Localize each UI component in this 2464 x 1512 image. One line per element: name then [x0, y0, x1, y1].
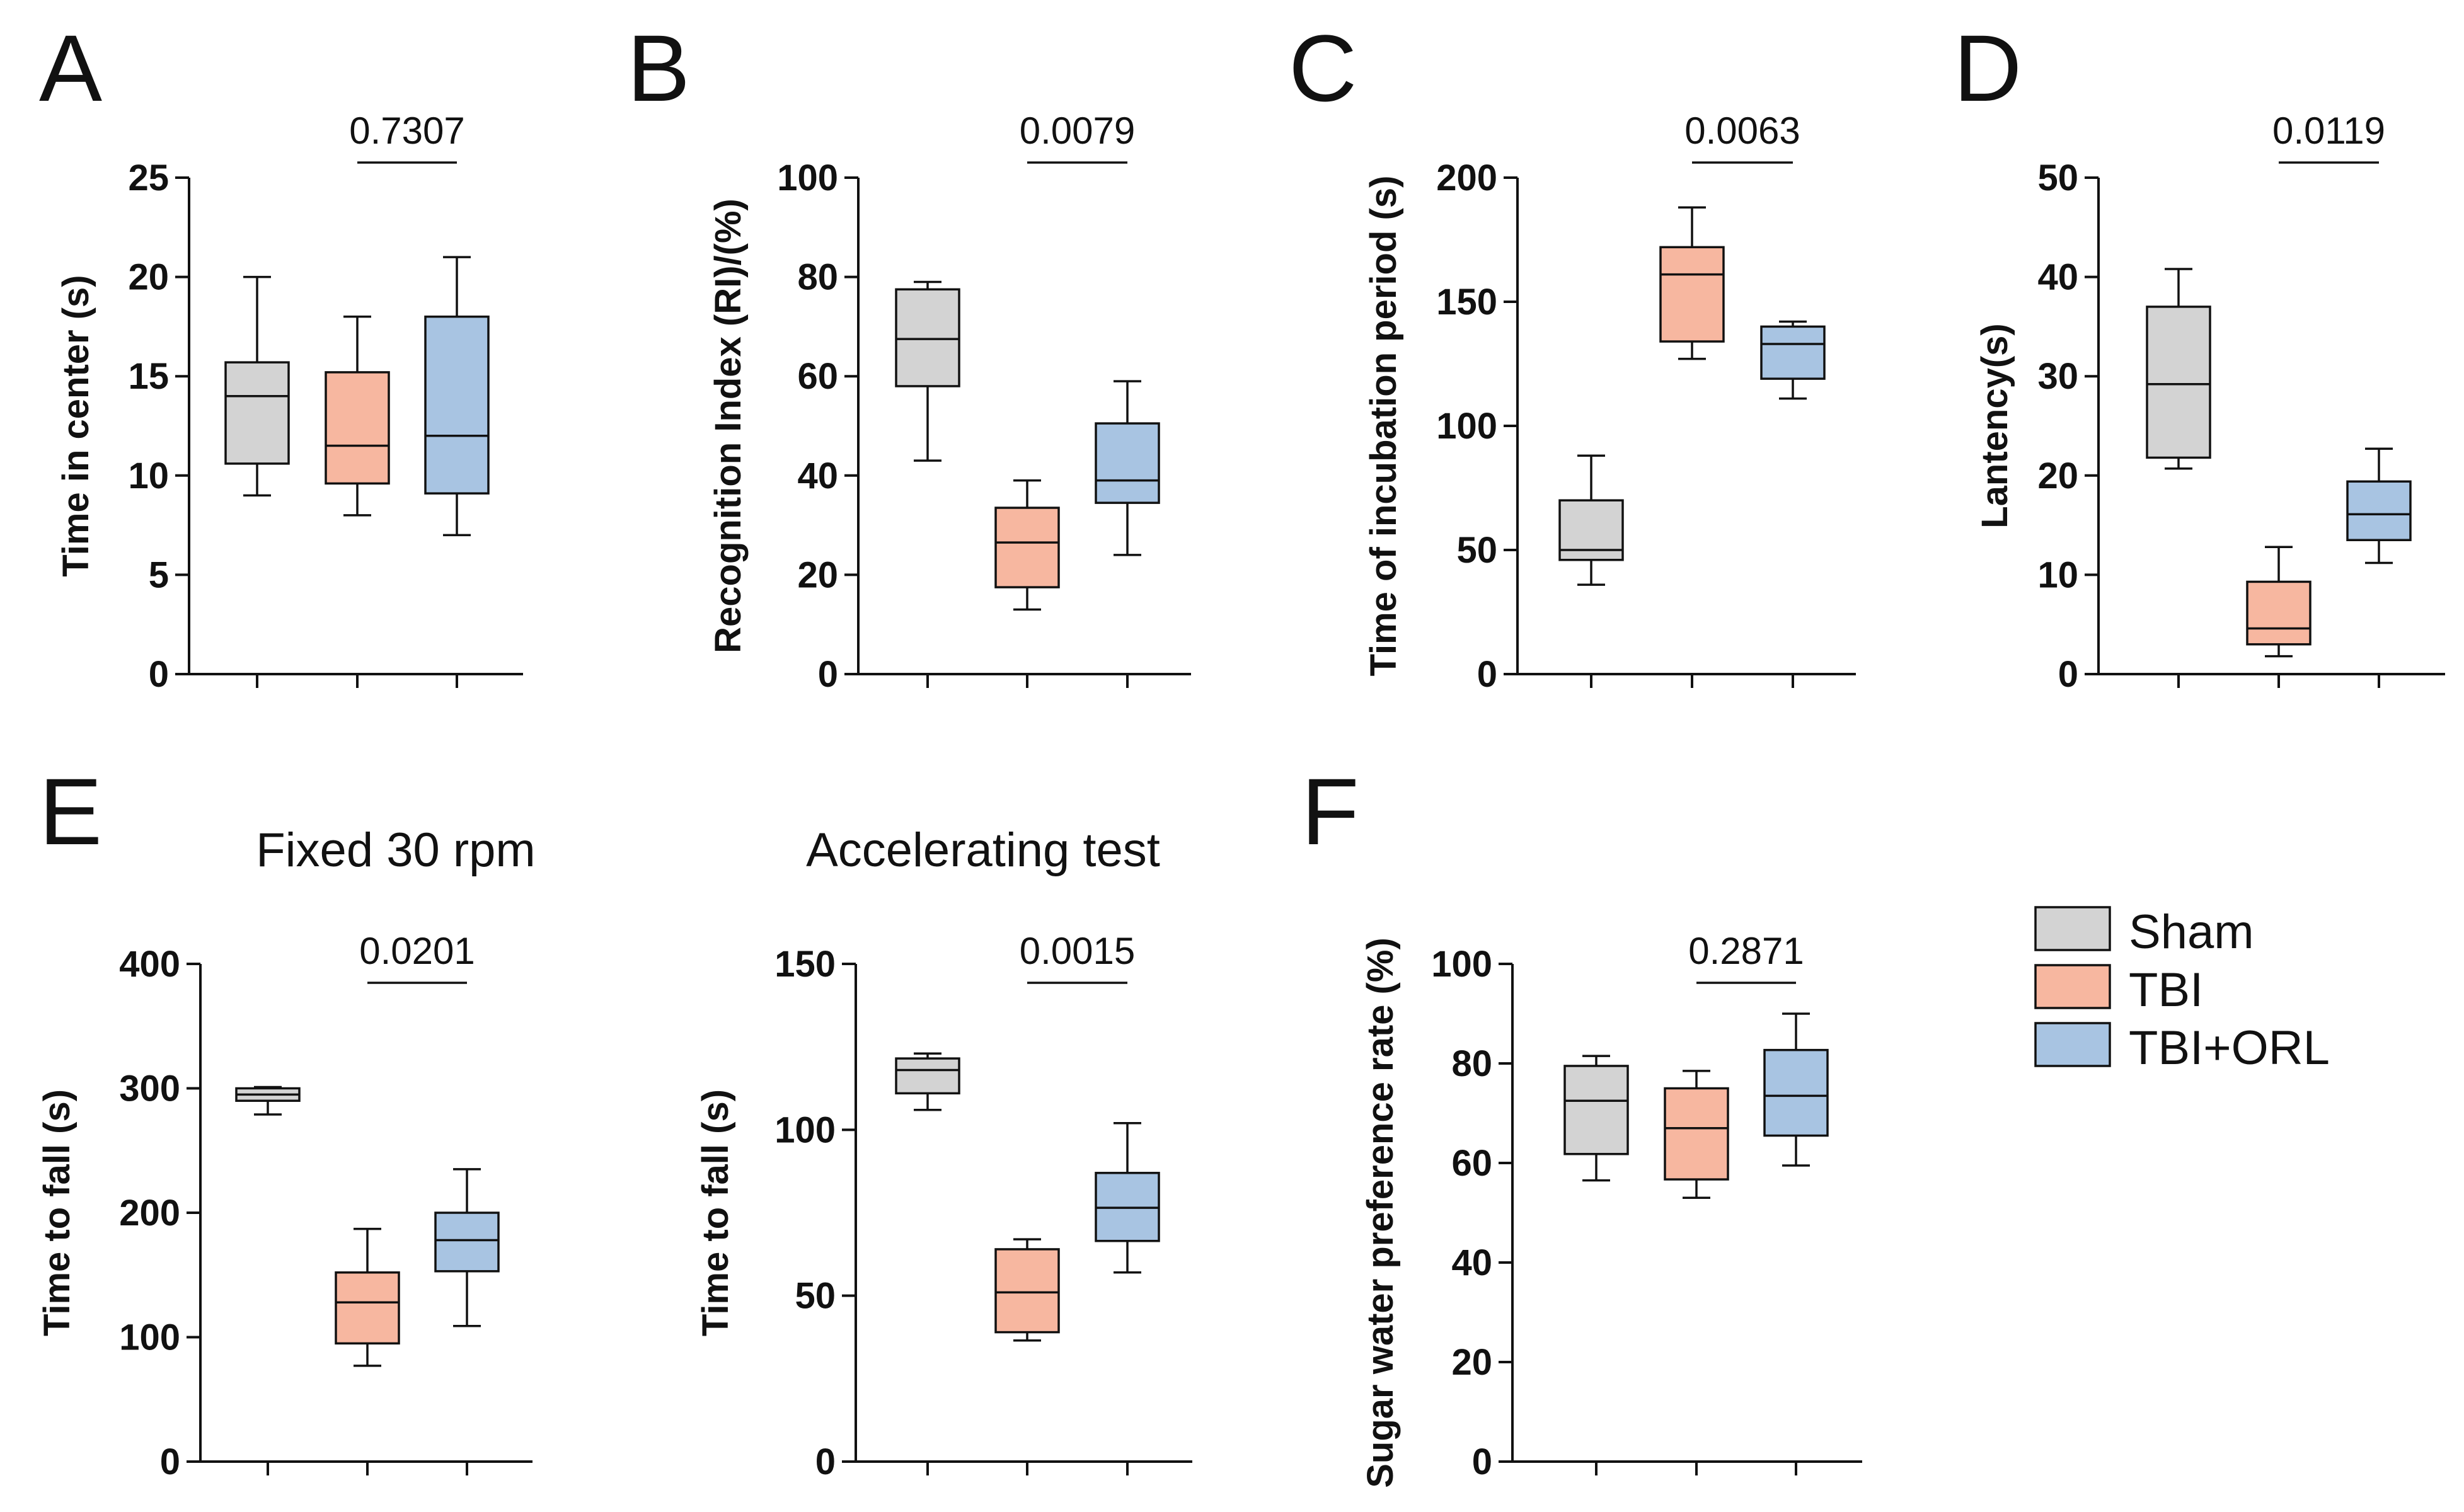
- box-e2-tbi: [994, 1248, 1060, 1334]
- box-d-tbi: [2246, 580, 2311, 646]
- box-c-tbi: [1659, 246, 1725, 343]
- box-d-tbi-orl: [2346, 480, 2412, 541]
- y-tick-label-e1: 0: [160, 1441, 180, 1482]
- y-tick-label-c: 100: [1436, 406, 1497, 447]
- panel-letter-d: D: [1954, 15, 2022, 121]
- y-tick-label-c: 200: [1436, 158, 1497, 198]
- panel-d-latency: 0 10 20 30 40 50 Lantency(s) 0.0119: [1974, 110, 2445, 695]
- y-tick-label-d: 30: [2037, 356, 2078, 397]
- y-tick-label-e2: 100: [774, 1109, 836, 1150]
- y-tick-label-a: 25: [128, 158, 169, 198]
- y-tick-label-a: 5: [149, 554, 169, 595]
- y-tick-label-b: 60: [797, 356, 838, 397]
- y-tick-label-e2: 50: [795, 1276, 836, 1317]
- panel-letter-f: F: [1301, 759, 1359, 864]
- y-tick-label-b: 40: [797, 455, 838, 496]
- legend-swatch-sham: [2034, 906, 2111, 951]
- panel-title-fixed: Fixed 30 rpm: [256, 823, 536, 877]
- y-tick-label-f: 20: [1451, 1342, 1492, 1383]
- y-tick-label-d: 20: [2037, 455, 2078, 496]
- y-tick-label-a: 15: [128, 356, 169, 397]
- p-value-d: 0.0119: [2272, 110, 2385, 152]
- y-tick-label-b: 20: [797, 554, 838, 595]
- box-b-sham: [895, 288, 960, 387]
- y-tick-label-b: 80: [797, 257, 838, 298]
- box-e1-tbi-orl: [434, 1211, 500, 1273]
- box-c-tbi-orl: [1760, 325, 1826, 380]
- p-value-c: 0.0063: [1684, 110, 1800, 152]
- p-value-a: 0.7307: [349, 110, 465, 152]
- panel-e-accelerating: 0 50 100 150 Time to fall (s) 0.0015: [695, 930, 1192, 1482]
- panel-e-fixed-rpm: 0 100 200 300 400 Time to fall (s) 0.0201: [37, 930, 533, 1482]
- y-tick-label-f: 80: [1451, 1043, 1492, 1084]
- panel-letter-a: A: [39, 15, 102, 121]
- legend-label-sham: Sham: [2129, 905, 2254, 959]
- box-e1-tbi: [335, 1271, 400, 1345]
- box-b-tbi-orl: [1095, 422, 1160, 504]
- y-tick-label-c: 150: [1436, 282, 1497, 323]
- box-b-tbi: [994, 507, 1060, 588]
- panel-f-sugar-water: 0 20 40 60 80 100 Sugar water preference rate …: [1360, 930, 1862, 1488]
- y-tick-label-f: 60: [1451, 1143, 1492, 1184]
- y-tick-label-e1: 100: [119, 1317, 180, 1358]
- legend-swatch-tbi: [2034, 964, 2111, 1009]
- p-value-e2: 0.0015: [1020, 930, 1136, 972]
- y-tick-label-d: 40: [2037, 257, 2078, 298]
- y-axis-label-e2: Time to fall (s): [695, 1089, 736, 1336]
- box-f-sham: [1563, 1065, 1629, 1155]
- y-tick-label-a: 10: [128, 455, 169, 496]
- panel-letter-b: B: [627, 15, 690, 121]
- p-value-e1: 0.0201: [359, 930, 475, 972]
- legend-label-tbi-orl: TBI+ORL: [2129, 1021, 2330, 1075]
- y-tick-label-c: 0: [1477, 654, 1497, 695]
- y-axis-label-a: Time in center (s): [55, 275, 96, 576]
- panel-a-time-in-center: 0 5 10 15 20 25 Time in center (s) 0.7307: [55, 110, 523, 695]
- box-a-tbi-orl: [424, 315, 490, 495]
- y-tick-label-c: 50: [1456, 530, 1497, 571]
- y-tick-label-d: 10: [2037, 554, 2078, 595]
- y-axis-label-d: Lantency(s): [1974, 323, 2015, 529]
- panel-letter-e: E: [39, 759, 102, 864]
- y-tick-label-e1: 200: [119, 1193, 180, 1234]
- y-tick-label-e1: 400: [119, 944, 180, 985]
- p-value-f: 0.2871: [1688, 930, 1804, 972]
- p-value-b: 0.0079: [1020, 110, 1136, 152]
- box-f-tbi: [1664, 1087, 1729, 1181]
- y-tick-label-d: 0: [2058, 654, 2078, 695]
- legend-swatch-tbi-orl: [2034, 1022, 2111, 1067]
- y-tick-label-a: 0: [149, 654, 169, 695]
- box-a-sham: [224, 361, 290, 465]
- y-tick-label-b: 0: [818, 654, 838, 695]
- panel-b-recognition-index: 0 20 40 60 80 100 Recognition Index (RI)/(%) 0.…: [708, 110, 1191, 695]
- y-axis-label-b: Recognition Index (RI)/(%): [708, 198, 749, 653]
- panel-c-incubation-period: 0 50 100 150 200 Time of incubation period (s…: [1363, 110, 1856, 695]
- y-tick-label-b: 100: [777, 158, 838, 198]
- y-axis-label-e1: Time to fall (s): [37, 1089, 78, 1336]
- y-axis-label-f: Sugar water preference rate (%): [1360, 937, 1401, 1488]
- y-tick-label-d: 50: [2037, 158, 2078, 198]
- panel-letter-c: C: [1289, 15, 1357, 121]
- y-tick-label-f: 40: [1451, 1242, 1492, 1283]
- legend-label-tbi: TBI: [2129, 963, 2203, 1017]
- y-tick-label-e2: 150: [774, 944, 836, 985]
- y-tick-label-a: 20: [128, 257, 169, 298]
- box-f-tbi-orl: [1763, 1048, 1829, 1137]
- box-a-tbi: [325, 371, 390, 485]
- box-e2-sham: [895, 1057, 960, 1095]
- panel-title-accelerating: Accelerating test: [806, 823, 1160, 877]
- box-d-sham: [2146, 306, 2211, 459]
- y-axis-label-c: Time of incubation period (s): [1363, 176, 1404, 677]
- y-tick-label-e2: 0: [815, 1441, 836, 1482]
- y-tick-label-e1: 300: [119, 1068, 180, 1109]
- y-tick-label-f: 100: [1431, 944, 1492, 985]
- legend: Sham TBI TBI+ORL: [2034, 905, 2330, 1075]
- y-tick-label-f: 0: [1472, 1441, 1492, 1482]
